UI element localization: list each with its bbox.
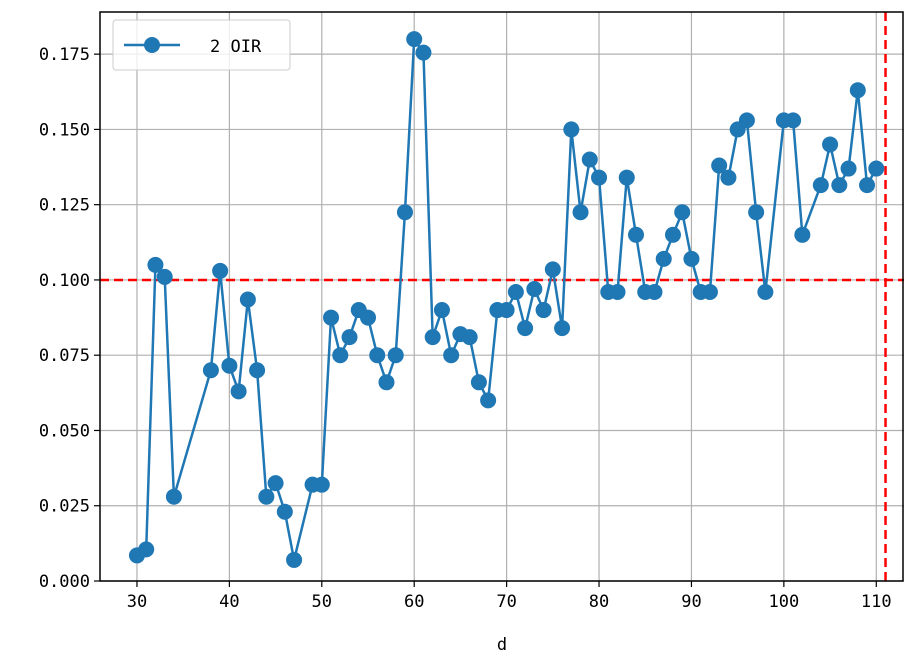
y-tick-label: 0.000 bbox=[39, 572, 90, 592]
y-tick-label: 0.025 bbox=[39, 497, 90, 517]
data-point bbox=[822, 136, 839, 153]
data-point bbox=[258, 488, 275, 505]
plot-frame bbox=[99, 11, 904, 582]
data-point bbox=[711, 157, 728, 174]
data-point bbox=[849, 82, 866, 99]
data-point bbox=[267, 475, 284, 492]
data-point bbox=[249, 362, 266, 379]
data-point bbox=[859, 177, 876, 194]
data-point bbox=[840, 160, 857, 177]
data-point bbox=[701, 283, 718, 300]
data-point bbox=[138, 541, 155, 558]
x-tick-label: 80 bbox=[589, 592, 609, 612]
data-point bbox=[720, 169, 737, 186]
data-point bbox=[165, 488, 182, 505]
data-point bbox=[341, 329, 358, 346]
x-tick-label: 40 bbox=[219, 592, 239, 612]
data-point bbox=[868, 160, 885, 177]
data-point bbox=[424, 329, 441, 346]
data-point bbox=[831, 177, 848, 194]
x-tick-label: 90 bbox=[681, 592, 701, 612]
legend: 2 OIR bbox=[112, 19, 291, 71]
x-tick-label: 100 bbox=[769, 592, 800, 612]
data-point bbox=[628, 226, 644, 243]
data-point bbox=[323, 309, 340, 326]
data-point bbox=[674, 204, 691, 221]
x-axis-label: d bbox=[497, 635, 507, 653]
x-tick-label: 30 bbox=[127, 592, 147, 612]
data-point bbox=[581, 151, 598, 168]
data-point bbox=[480, 392, 497, 409]
data-point bbox=[230, 383, 247, 400]
data-point bbox=[526, 280, 543, 297]
data-point bbox=[572, 204, 589, 221]
y-tick-label: 0.075 bbox=[39, 346, 90, 366]
data-point bbox=[507, 283, 524, 300]
data-point bbox=[406, 31, 423, 48]
data-point bbox=[433, 302, 450, 319]
data-point bbox=[748, 204, 765, 221]
data-point bbox=[646, 283, 663, 300]
data-point bbox=[239, 291, 256, 308]
data-point bbox=[683, 250, 700, 267]
data-point bbox=[360, 309, 376, 326]
data-point bbox=[276, 503, 293, 520]
data-point bbox=[147, 256, 164, 273]
data-point bbox=[785, 112, 802, 129]
data-point bbox=[396, 204, 413, 221]
legend-box bbox=[112, 19, 291, 71]
y-tick-label: 0.150 bbox=[39, 120, 90, 140]
legend-entry-label: 2 OIR bbox=[210, 37, 262, 57]
data-point bbox=[202, 362, 219, 379]
y-tick-label: 0.125 bbox=[39, 196, 90, 216]
data-point bbox=[812, 177, 829, 194]
data-point bbox=[332, 347, 349, 364]
data-point bbox=[369, 347, 386, 364]
x-tick-label: 50 bbox=[312, 592, 332, 612]
data-point bbox=[664, 226, 681, 243]
data-point bbox=[212, 262, 229, 279]
data-point bbox=[738, 112, 755, 129]
y-axis-ticks: 0.000 0.025 0.050 0.075 0.100 0.125 0.150 0.175 bbox=[39, 45, 100, 592]
data-point bbox=[470, 374, 487, 391]
x-tick-label: 70 bbox=[496, 592, 516, 612]
data-point bbox=[517, 320, 534, 337]
data-point bbox=[618, 169, 635, 186]
x-axis-ticks: 30 40 50 60 70 80 90 100 110 bbox=[127, 581, 892, 612]
data-point bbox=[794, 226, 811, 243]
data-point bbox=[415, 44, 432, 61]
data-point bbox=[221, 357, 238, 374]
data-point bbox=[655, 250, 672, 267]
y-tick-label: 0.175 bbox=[39, 45, 90, 65]
y-tick-label: 0.100 bbox=[39, 271, 90, 291]
data-point bbox=[535, 302, 552, 319]
data-point bbox=[378, 374, 395, 391]
data-point bbox=[544, 261, 561, 278]
data-point bbox=[286, 551, 303, 568]
data-point bbox=[461, 329, 478, 346]
data-point bbox=[609, 283, 626, 300]
y-tick-label: 0.050 bbox=[39, 421, 90, 441]
series-layer bbox=[128, 31, 885, 568]
data-point bbox=[591, 169, 608, 186]
data-point bbox=[757, 283, 774, 300]
data-point bbox=[563, 121, 580, 138]
x-tick-label: 60 bbox=[404, 592, 424, 612]
reference-lines bbox=[100, 12, 904, 581]
data-point bbox=[498, 302, 515, 319]
data-point bbox=[156, 268, 173, 285]
data-point bbox=[313, 476, 330, 493]
x-tick-label: 110 bbox=[861, 592, 892, 612]
data-point bbox=[554, 320, 571, 337]
data-point bbox=[387, 347, 404, 364]
data-point bbox=[443, 347, 460, 364]
legend-marker-swatch bbox=[144, 37, 160, 53]
